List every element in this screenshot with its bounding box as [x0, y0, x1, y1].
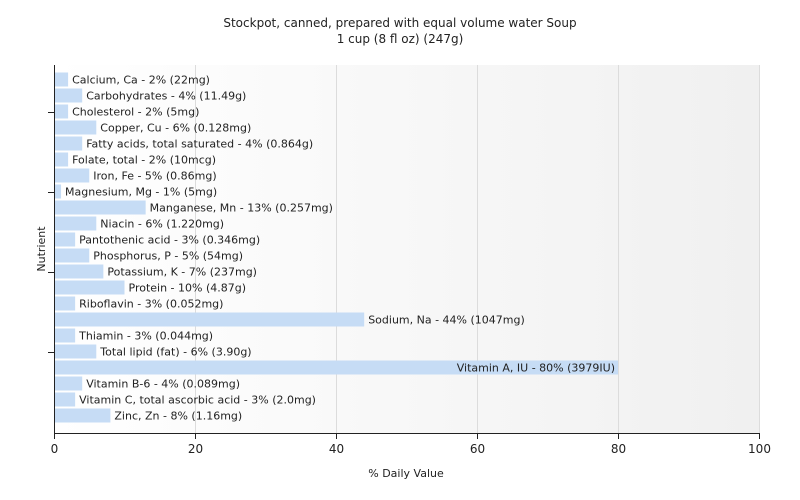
x-tick-label: 40 — [329, 442, 344, 456]
bar-label: Vitamin C, total ascorbic acid - 3% (2.0… — [79, 394, 316, 407]
x-tick-label: 0 — [51, 442, 59, 456]
bar — [55, 264, 104, 279]
axes: 0 20 40 60 80 100 — [48, 65, 771, 456]
y-axis-title: Nutrient — [35, 226, 48, 272]
bar-label: Manganese, Mn - 13% (0.257mg) — [150, 202, 333, 215]
bar-label: Vitamin B-6 - 4% (0.089mg) — [86, 378, 240, 391]
x-axis-title: % Daily Value — [368, 467, 444, 480]
bar-label: Potassium, K - 7% (237mg) — [107, 266, 257, 279]
x-tick-label: 20 — [188, 442, 203, 456]
bar-label: Iron, Fe - 5% (0.86mg) — [93, 170, 216, 183]
bar-label: Total lipid (fat) - 6% (3.90g) — [99, 346, 251, 359]
bar — [55, 280, 125, 295]
bar — [55, 88, 83, 103]
bar — [55, 248, 90, 263]
bar — [55, 232, 76, 247]
bar-label: Phosphorus, P - 5% (54mg) — [93, 250, 243, 263]
bar-label: Niacin - 6% (1.220mg) — [100, 218, 224, 231]
bar — [55, 360, 618, 375]
bar-labels: Calcium, Ca - 2% (22mg) Carbohydrates - 4… — [65, 74, 615, 423]
bar-label: Folate, total - 2% (10mcg) — [72, 154, 216, 167]
bar — [55, 136, 83, 151]
bar — [55, 328, 76, 343]
bar-label: Zinc, Zn - 8% (1.16mg) — [114, 410, 242, 423]
bar-label: Carbohydrates - 4% (11.49g) — [86, 90, 246, 103]
bar — [55, 200, 146, 215]
bar — [55, 392, 76, 407]
bar-label: Pantothenic acid - 3% (0.346mg) — [79, 234, 260, 247]
bar — [55, 344, 97, 359]
bar-label: Riboflavin - 3% (0.052mg) — [79, 298, 223, 311]
bar-label: Calcium, Ca - 2% (22mg) — [72, 74, 210, 87]
bar-label: Cholesterol - 2% (5mg) — [72, 106, 199, 119]
bar-label: Thiamin - 3% (0.044mg) — [78, 330, 213, 343]
x-tick-label: 100 — [748, 442, 771, 456]
bar — [55, 184, 62, 199]
bar-label: Copper, Cu - 6% (0.128mg) — [100, 122, 251, 135]
chart-subtitle: 1 cup (8 fl oz) (247g) — [336, 32, 464, 46]
chart-title-main: Stockpot, canned, prepared with equal vo… — [223, 16, 577, 30]
bar — [55, 296, 76, 311]
bar-label: Fatty acids, total saturated - 4% (0.864… — [86, 138, 313, 151]
bar — [55, 376, 83, 391]
bar-label: Vitamin A, IU - 80% (3979IU) — [457, 362, 615, 375]
bar-label: Protein - 10% (4.87g) — [129, 282, 247, 295]
bar — [55, 104, 69, 119]
bar — [55, 72, 69, 87]
chart-title: Stockpot, canned, prepared with equal vo… — [0, 15, 800, 47]
bar — [55, 408, 111, 423]
bar-label: Magnesium, Mg - 1% (5mg) — [65, 186, 217, 199]
bar — [55, 216, 97, 231]
bar — [55, 312, 365, 327]
bar — [55, 152, 69, 167]
x-tick-label: 80 — [611, 442, 626, 456]
bar-label: Sodium, Na - 44% (1047mg) — [368, 314, 525, 327]
x-tick-label: 60 — [470, 442, 485, 456]
bar — [55, 120, 97, 135]
bars — [55, 72, 618, 423]
bar — [55, 168, 90, 183]
